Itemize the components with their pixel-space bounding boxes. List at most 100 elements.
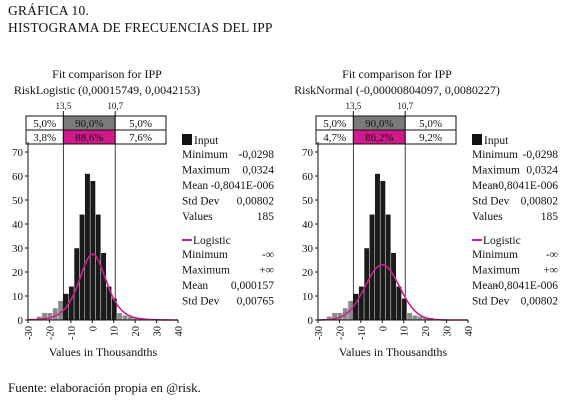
x-tick-label: 10 xyxy=(110,326,121,337)
fit-stat-value: -∞ xyxy=(546,249,558,261)
fit-stat-label: Maximum xyxy=(182,265,230,277)
x-tick-label: 30 xyxy=(443,326,454,337)
prob-top-label-2: 5,0% xyxy=(129,118,152,130)
x-tick-label: 0 xyxy=(88,326,99,331)
input-stat-value: 0,00802 xyxy=(237,196,275,208)
fit-stat-label: Std Dev xyxy=(472,296,510,308)
x-tick-label: 40 xyxy=(174,326,185,337)
histogram-bar xyxy=(95,214,102,321)
y-tick-label: 60 xyxy=(302,171,314,183)
input-stat-label: Std Dev xyxy=(472,196,510,208)
y-tick-label: 0 xyxy=(308,315,314,327)
input-stat-label: Std Dev xyxy=(182,196,220,208)
limit-label-right: 10,7 xyxy=(107,101,123,111)
prob-bottom-box-2 xyxy=(114,129,167,145)
x-tick-label: 20 xyxy=(131,326,142,337)
y-tick-label: 0 xyxy=(18,315,24,327)
histogram-bar xyxy=(406,312,413,321)
histogram-bar xyxy=(84,173,91,321)
input-stat-label: Maximum xyxy=(182,165,230,177)
x-tick-label: 0 xyxy=(378,326,389,331)
fit-stat-value: -∞ xyxy=(262,249,274,261)
prob-bottom-label-1: 86,2% xyxy=(365,132,393,144)
input-stat-value: 0,0324 xyxy=(242,165,274,177)
histogram-bar xyxy=(122,314,128,321)
histogram-bar xyxy=(374,173,381,321)
prob-bottom-label-2: 9,2% xyxy=(419,132,442,144)
fit-stat-label: Minimum xyxy=(472,249,518,261)
fit-stat-label: Mean xyxy=(472,280,498,292)
y-tick-label: 10 xyxy=(12,291,24,303)
x-tick-label: -10 xyxy=(357,326,368,340)
histogram-bar xyxy=(401,298,408,321)
y-tick-label: 30 xyxy=(12,243,24,255)
fit-stat-value: 0,00765 xyxy=(237,296,275,308)
input-stat-label: Values xyxy=(182,211,213,223)
input-stat-label: Values xyxy=(472,211,503,223)
prob-top-label-1: 90,0% xyxy=(365,118,393,130)
y-tick-label: 40 xyxy=(302,219,314,231)
x-tick-label: -10 xyxy=(67,326,78,340)
fit-stat-value: 0,00802 xyxy=(521,296,559,308)
fit-stat-label: Maximum xyxy=(472,265,520,277)
y-tick-label: 10 xyxy=(302,291,314,303)
figure-title: HISTOGRAMA DE FRECUENCIAS DEL IPP xyxy=(8,20,273,35)
x-axis-label: Values in Thousandths xyxy=(49,345,158,359)
input-stat-value: 185 xyxy=(257,211,275,223)
x-tick-label: 10 xyxy=(400,326,411,337)
input-stat-value: 0,0324 xyxy=(526,165,558,177)
input-stat-value: -0,0298 xyxy=(523,149,559,161)
prob-top-label-0: 5,0% xyxy=(33,118,56,130)
chart-title: Fit comparison for IPP xyxy=(342,67,452,81)
histogram-bar xyxy=(396,286,402,321)
prob-top-label-2: 5,0% xyxy=(419,118,442,130)
histogram-bar xyxy=(379,180,386,321)
fit-stat-value: -0,8041E-006 xyxy=(494,280,558,292)
histogram-bar xyxy=(52,307,59,321)
input-stat-value: 0,00802 xyxy=(521,196,559,208)
x-axis-label: Values in Thousandths xyxy=(339,345,448,359)
fit-stat-label: Mean xyxy=(182,280,208,292)
prob-bottom-label-2: 7,6% xyxy=(129,132,152,144)
histogram-bar xyxy=(100,252,107,321)
x-tick-label: -30 xyxy=(314,326,325,340)
histogram-bar xyxy=(412,314,418,321)
chart-left: Fit comparison for IPP RiskLogistic (0,00… xyxy=(12,67,275,359)
fit-stat-value: +∞ xyxy=(543,265,558,277)
input-legend-label: Input xyxy=(484,135,509,147)
prob-bottom-label-0: 3,8% xyxy=(33,132,56,144)
input-swatch xyxy=(472,134,482,145)
input-stat-label: Minimum xyxy=(182,149,228,161)
fit-stat-label: Std Dev xyxy=(182,296,220,308)
prob-bottom-box-2 xyxy=(404,129,457,145)
y-tick-label: 40 xyxy=(12,219,24,231)
y-tick-label: 70 xyxy=(12,147,24,159)
input-swatch xyxy=(182,134,192,145)
x-tick-label: 40 xyxy=(464,326,475,337)
limit-label-right: 10,7 xyxy=(397,101,413,111)
input-stat-label: Mean xyxy=(182,180,208,192)
figure-heading: GRÁFICA 10. xyxy=(8,3,89,18)
y-tick-label: 20 xyxy=(302,267,314,279)
x-tick-label: -20 xyxy=(335,326,346,340)
chart-subtitle: RiskNormal (-0,00000804097, 0,0080227) xyxy=(294,83,500,97)
y-tick-label: 50 xyxy=(302,195,314,207)
y-tick-label: 20 xyxy=(12,267,24,279)
x-tick-label: 20 xyxy=(421,326,432,337)
histogram-bar xyxy=(369,214,375,321)
y-tick-label: 60 xyxy=(12,171,24,183)
input-legend-label: Input xyxy=(194,135,219,147)
histogram-bar xyxy=(89,180,96,321)
prob-bottom-label-1: 88,6% xyxy=(75,132,103,144)
x-tick-label: -20 xyxy=(45,326,56,340)
chart-title: Fit comparison for IPP xyxy=(52,67,162,81)
figure-source: Fuente: elaboración propia en @risk. xyxy=(8,380,201,395)
input-stat-value: 185 xyxy=(541,211,559,223)
histogram-bar xyxy=(116,312,123,321)
input-stat-value: -0,8041E-006 xyxy=(494,180,558,192)
fit-legend-label: Logistic xyxy=(193,235,231,247)
y-tick-label: 50 xyxy=(12,195,24,207)
fit-stat-label: Minimum xyxy=(182,249,228,261)
input-stat-label: Maximum xyxy=(472,165,520,177)
fit-legend-label: Logistic xyxy=(483,235,521,247)
